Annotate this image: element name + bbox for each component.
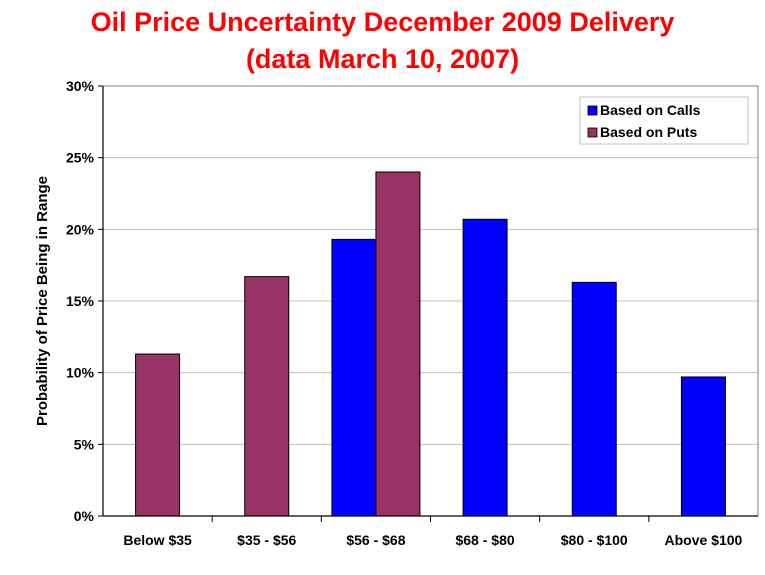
y-tick-label: 30%	[66, 78, 95, 94]
legend-box	[579, 96, 749, 145]
bar-based-on-puts	[244, 276, 290, 517]
x-tick-label: $56 - $68	[346, 532, 405, 548]
bars	[135, 171, 726, 517]
y-tick-labels: 0% 5% 10% 15% 20% 25% 30%	[66, 78, 95, 524]
y-tick-label: 0%	[74, 508, 95, 524]
legend-label-puts: Based on Puts	[600, 124, 697, 140]
chart-title: Oil Price Uncertainty December 2009 Deli…	[0, 4, 765, 78]
y-axis-label: Probability of Price Being in Range	[34, 176, 51, 426]
bar-based-on-calls	[571, 281, 617, 517]
x-tick-labels: Below $35 $35 - $56 $56 - $68 $68 - $80 $80 …	[123, 516, 743, 548]
y-tick-label: 10%	[66, 365, 95, 381]
bar-based-on-calls	[680, 376, 726, 517]
y-tick-label: 20%	[66, 221, 95, 237]
y-tick-label: 5%	[74, 436, 95, 452]
bar-based-on-calls	[462, 218, 508, 517]
x-tick-label: Below $35	[123, 532, 192, 548]
x-tick-label: $80 - $100	[561, 532, 628, 548]
chart-title-line-1: Oil Price Uncertainty December 2009 Deli…	[90, 7, 675, 37]
bar-based-on-puts	[135, 353, 181, 517]
legend-label-calls: Based on Calls	[600, 102, 701, 118]
y-tick-label: 25%	[66, 150, 95, 166]
x-tick-label: Above $100	[665, 532, 743, 548]
x-tick-label: $35 - $56	[237, 532, 296, 548]
chart-title-line-2: (data March 10, 2007)	[245, 44, 520, 74]
bar-based-on-puts	[375, 171, 421, 517]
legend: Based on Calls Based on Puts	[579, 96, 749, 145]
legend-swatch-puts	[587, 127, 598, 138]
legend-swatch-calls	[587, 105, 598, 116]
x-tick-label: $68 - $80	[455, 532, 514, 548]
bar-based-on-calls	[331, 238, 377, 517]
y-tick-label: 15%	[66, 293, 95, 309]
